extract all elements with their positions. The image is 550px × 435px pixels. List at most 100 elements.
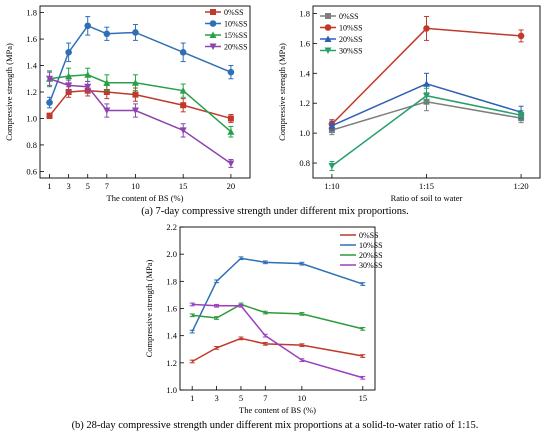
- data-point: [131, 79, 139, 86]
- y-tick-label: 1.4: [26, 61, 37, 71]
- data-point: [65, 72, 73, 80]
- y-axis-label: Compressive strength (MPa): [4, 43, 14, 141]
- data-point: [423, 80, 430, 87]
- x-tick-label: 10: [131, 181, 140, 191]
- series-line: [48, 89, 232, 120]
- data-point: [103, 107, 111, 115]
- x-axis-label: The content of BS (%): [107, 193, 184, 203]
- legend-marker: [324, 47, 332, 54]
- x-tick-label: 1: [47, 181, 51, 191]
- y-tick-label: 1.4: [166, 331, 177, 341]
- data-point: [179, 49, 187, 56]
- y-tick-label: 2.2: [166, 222, 177, 232]
- series-10pct-ss: [46, 16, 235, 109]
- caption-a: (a) 7-day compressive strength under dif…: [141, 206, 408, 217]
- legend-marker: [210, 9, 216, 15]
- y-tick-label: 1.0: [299, 128, 310, 138]
- data-point: [46, 99, 53, 106]
- series-30pct-ss: [189, 302, 366, 380]
- legend-marker: [325, 13, 331, 19]
- x-tick-label: 3: [67, 181, 71, 191]
- x-tick-label: 1:20: [514, 181, 529, 191]
- data-point: [65, 82, 73, 89]
- data-point: [103, 89, 110, 95]
- series-line: [191, 337, 363, 363]
- data-point: [84, 22, 92, 30]
- data-point: [328, 122, 336, 129]
- series-15pct-ss: [46, 67, 235, 138]
- y-tick-label: 1.8: [26, 8, 37, 18]
- data-point: [46, 112, 53, 119]
- series-0pct-ss: [46, 84, 234, 123]
- data-point: [131, 107, 139, 115]
- x-tick-label: 5: [239, 393, 243, 403]
- legend-label: 30%SS: [339, 47, 363, 56]
- data-point: [103, 30, 111, 38]
- x-tick-label: 1:10: [324, 181, 339, 191]
- y-tick-label: 1.2: [166, 358, 177, 368]
- y-tick-label: 1.6: [26, 34, 37, 44]
- chart-7day-bs-content: 0.6 0.8 1.0 1.2 1.4 1.6 1.8 1 3 5 7 10 15 20 The conte…: [4, 5, 251, 203]
- data-point: [179, 127, 187, 134]
- y-tick-label: 1.2: [299, 98, 310, 108]
- legend-marker: [209, 43, 217, 50]
- x-tick-label: 7: [105, 181, 109, 191]
- data-point: [46, 75, 54, 83]
- x-tick-label: 7: [263, 393, 267, 403]
- data-point: [103, 79, 111, 86]
- y-tick-label: 1.2: [26, 87, 37, 97]
- data-point: [132, 29, 139, 36]
- legend-label: 0%SS: [224, 8, 244, 17]
- legend-label: 20%SS: [224, 43, 248, 52]
- x-tick-label: 5: [86, 181, 90, 191]
- data-point: [179, 87, 187, 94]
- x-tick-label: 15: [179, 181, 188, 191]
- legend-label: 15%SS: [224, 31, 248, 40]
- x-tick-label: 1: [190, 393, 194, 403]
- x-tick-label: 20: [227, 181, 236, 191]
- x-axis-label: Ratio of soil to water: [391, 193, 463, 203]
- legend-marker: [324, 24, 332, 31]
- y-axis-label: Compressive strength (MPa): [277, 43, 287, 141]
- legend-marker: [324, 35, 332, 42]
- data-point: [65, 49, 72, 56]
- data-point: [65, 89, 72, 95]
- legend-label: 10%SS: [224, 20, 248, 29]
- y-tick-label: 1.0: [166, 385, 177, 395]
- series-line: [191, 257, 364, 332]
- series-20pct-ss: [46, 71, 235, 168]
- legend-label: 30%SS: [359, 261, 383, 270]
- y-tick-label: 1.6: [166, 304, 177, 314]
- data-point: [517, 32, 525, 40]
- series-line: [192, 303, 363, 330]
- legend-marker: [209, 31, 217, 38]
- data-point: [132, 91, 139, 98]
- y-axis-label: Compressive strength (MPa): [144, 259, 154, 357]
- y-tick-label: 1.6: [299, 38, 310, 48]
- legend-label: 20%SS: [359, 251, 383, 260]
- y-tick-label: 1.0: [26, 113, 37, 123]
- series-line: [192, 303, 364, 379]
- data-point: [227, 115, 234, 122]
- data-point: [227, 128, 235, 135]
- plot-frame: [179, 226, 376, 391]
- data-point: [84, 71, 92, 78]
- x-axis-label: The content of BS (%): [239, 405, 316, 415]
- series-10pct-ss: [189, 256, 366, 334]
- data-point: [328, 163, 336, 170]
- legend-label: 10%SS: [339, 24, 363, 33]
- x-tick-label: 15: [359, 393, 368, 403]
- legend-marker: [209, 20, 217, 27]
- chart-7day-soil-water-ratio: 0.8 1.0 1.2 1.4 1.6 1.8 1:10 1:15 1:20 Ratio of s…: [277, 5, 541, 203]
- x-tick-label: 1:15: [419, 181, 434, 191]
- data-point: [84, 83, 92, 91]
- legend-label: 20%SS: [339, 35, 363, 44]
- y-tick-label: 1.8: [299, 8, 310, 18]
- data-point: [227, 68, 235, 76]
- y-tick-label: 0.6: [26, 166, 37, 176]
- y-tick-label: 0.8: [26, 140, 37, 150]
- legend-label: 0%SS: [339, 12, 359, 21]
- legend-label: 0%SS: [359, 231, 379, 240]
- data-point: [423, 25, 430, 32]
